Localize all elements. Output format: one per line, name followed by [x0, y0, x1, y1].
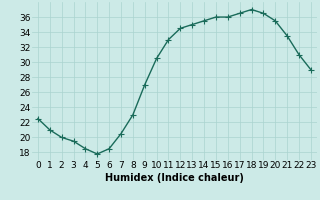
- X-axis label: Humidex (Indice chaleur): Humidex (Indice chaleur): [105, 173, 244, 183]
